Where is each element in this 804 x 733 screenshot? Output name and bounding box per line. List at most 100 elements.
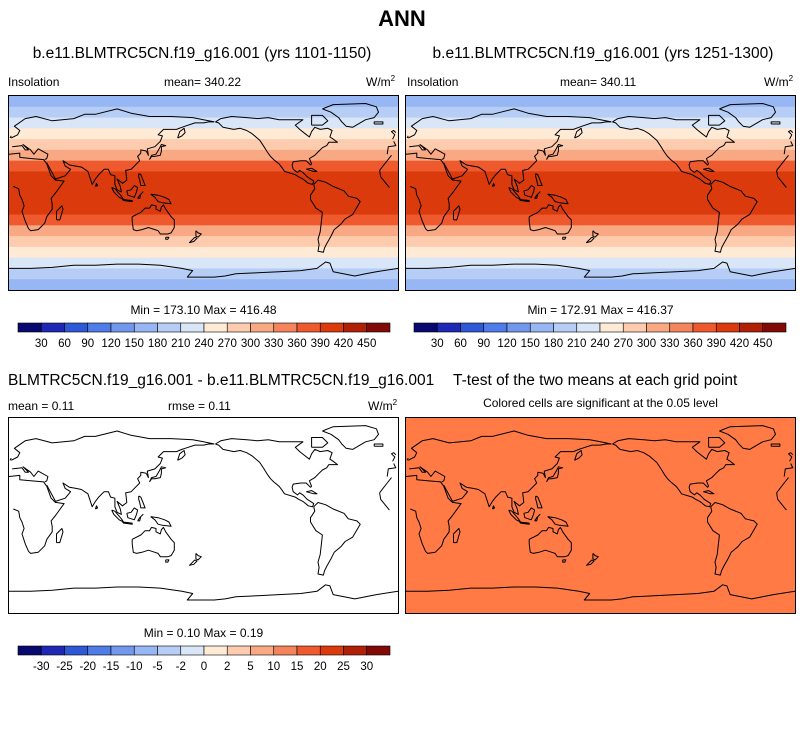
coastline — [391, 130, 397, 140]
coastline — [177, 127, 186, 139]
colorbar-tick-label: 15 — [291, 661, 304, 673]
coastline — [707, 179, 758, 253]
colorbar-tick-label: 90 — [81, 338, 94, 350]
coastline — [708, 114, 726, 126]
colorbar-swatch — [250, 645, 275, 656]
colorbar-tick-label: 270 — [218, 338, 237, 350]
colorbar-tick-label: -15 — [103, 661, 120, 673]
colorbar-tick-label: 330 — [660, 338, 679, 350]
colorbar-swatch — [203, 645, 228, 656]
colorbar-tick-label: 180 — [148, 338, 167, 350]
lat-band — [406, 203, 795, 216]
panel2-mean-label: mean= 340.11 — [560, 75, 637, 89]
colorbar-tick-label: 180 — [544, 338, 563, 350]
colorbar-tick-label: 30 — [35, 338, 48, 350]
lat-band — [9, 214, 398, 226]
coastline — [9, 584, 398, 601]
coastline — [406, 135, 409, 139]
colorbar-swatch — [87, 645, 112, 656]
coastline — [562, 559, 567, 563]
lat-band — [9, 246, 398, 259]
colorbar-tick-label: 5 — [247, 661, 253, 673]
lat-band — [9, 257, 398, 269]
colorbar-swatch — [413, 322, 438, 333]
lat-band — [406, 139, 795, 151]
colorbar-swatch — [64, 322, 89, 333]
lat-band — [406, 171, 795, 183]
coastline — [491, 182, 496, 187]
lat-band — [9, 279, 398, 290]
lat-band — [9, 268, 398, 280]
colorbar-tick-label: 360 — [287, 338, 306, 350]
coastline — [574, 450, 583, 461]
coastline — [719, 103, 776, 128]
colorbar-tick-label: 210 — [567, 338, 586, 350]
coastline — [131, 526, 175, 558]
colorbar-swatch — [599, 322, 624, 333]
colorbar-tick-label: 25 — [337, 661, 350, 673]
coastline — [138, 173, 146, 186]
colorbar-swatch — [87, 322, 112, 333]
panel4-title: T-test of the two means at each grid poi… — [453, 372, 738, 389]
coastline — [306, 490, 318, 495]
panel1-minmax: Min = 173.10 Max = 416.48 — [130, 303, 277, 317]
lat-band — [406, 106, 795, 119]
coastline — [165, 236, 170, 240]
coastline — [547, 516, 569, 527]
colorbar-tick-label: 90 — [477, 338, 490, 350]
colorbar-tick-label: 300 — [241, 338, 260, 350]
coastline — [150, 193, 172, 205]
panel3-rmse-label: rmse = 0.11 — [168, 399, 231, 413]
panel4-subtitle: Colored cells are significant at the 0.0… — [483, 396, 718, 410]
coastline — [9, 457, 12, 461]
colorbar-swatch — [296, 322, 321, 333]
colorbar-swatch — [157, 322, 182, 333]
panel2-coastlines — [406, 103, 795, 278]
coastline — [56, 528, 64, 544]
colorbar-swatch — [762, 322, 787, 333]
colorbar-swatch — [319, 322, 344, 333]
coastline — [215, 116, 338, 185]
coastline — [523, 185, 536, 198]
colorbar-swatch — [64, 645, 89, 656]
coastline — [9, 152, 65, 232]
colorbar-tick-label: -20 — [79, 661, 96, 673]
coastline — [453, 528, 461, 544]
coastline — [528, 204, 572, 235]
colorbar-tick-label: 2 — [224, 661, 230, 673]
colorbar-swatch — [343, 645, 368, 656]
lat-band — [9, 139, 398, 151]
colorbar-swatch — [622, 322, 647, 333]
coastline — [46, 443, 215, 515]
coastline — [546, 466, 564, 483]
colorbar-swatch — [483, 322, 508, 333]
colorbar-tick-label: 120 — [497, 338, 516, 350]
coastline — [708, 437, 726, 448]
colorbar-swatch — [715, 322, 740, 333]
coastline — [56, 205, 64, 221]
coastline — [592, 553, 599, 561]
colorbar-swatch — [576, 322, 601, 333]
coastline — [519, 199, 530, 203]
coastline — [528, 526, 572, 558]
coastline — [131, 204, 175, 235]
lat-band — [406, 96, 795, 108]
lat-band — [406, 149, 795, 162]
coastline — [137, 513, 144, 522]
coastline — [215, 438, 338, 508]
coastline — [776, 477, 789, 494]
colorbar-tick-label: 420 — [730, 338, 749, 350]
colorbar-tick-label: 60 — [58, 338, 71, 350]
panel2-colorbar: 30 60 90 120 150 180 210 240 270 300 330 360 390 420 4… — [413, 322, 787, 351]
coastline — [137, 191, 144, 199]
colorbar-tick-label: -10 — [126, 661, 143, 673]
coastline — [9, 135, 12, 139]
colorbar-swatch — [110, 322, 135, 333]
coastline — [707, 502, 758, 576]
colorbar-tick-label: -30 — [33, 661, 50, 673]
colorbar-swatch — [133, 645, 158, 656]
coastline — [195, 553, 202, 561]
coastline — [546, 144, 564, 160]
lat-band — [406, 257, 795, 269]
panel1-mean-label: mean= 340.22 — [164, 75, 242, 89]
